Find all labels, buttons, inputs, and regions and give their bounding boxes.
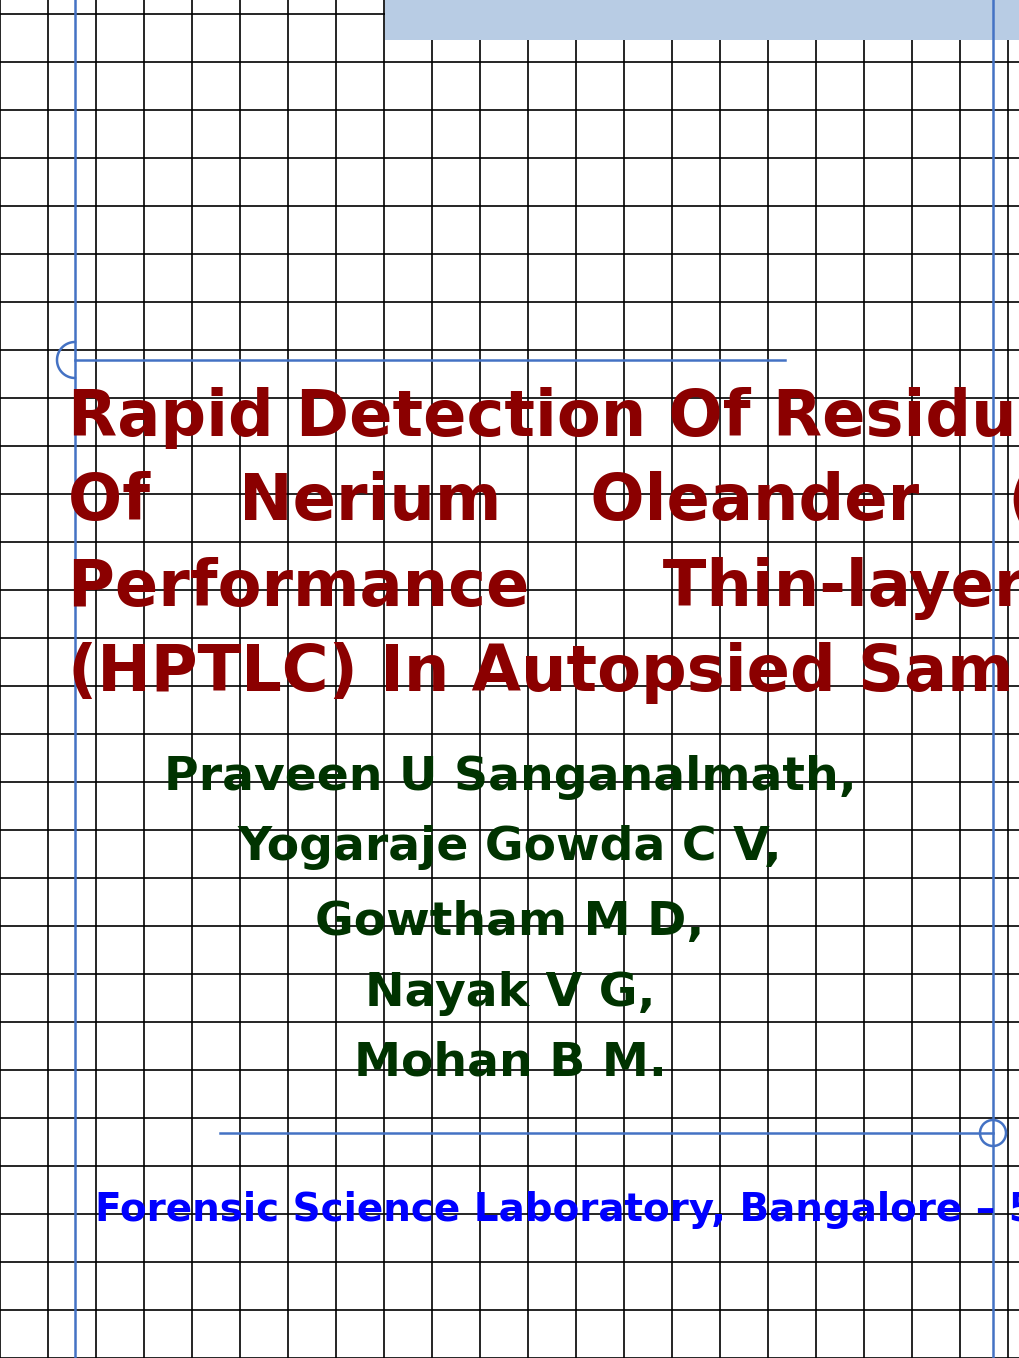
Text: Yogaraje Gowda C V,: Yogaraje Gowda C V, [237,826,782,870]
Text: Forensic Science Laboratory, Bangalore – 560 068, Karnataka. INDIA: Forensic Science Laboratory, Bangalore –… [95,1191,1019,1229]
Bar [384,0,1019,39]
Text: Performance      Thin-layer      Chromatography: Performance Thin-layer Chromatography [68,557,1019,619]
Text: Nayak V G,: Nayak V G, [365,971,654,1016]
Text: Mohan B M.: Mohan B M. [354,1040,665,1085]
Text: Praveen U Sanganalmath,: Praveen U Sanganalmath, [163,755,856,800]
Text: Of    Nerium    Oleander    (Linn.)    By    High-: Of Nerium Oleander (Linn.) By High- [68,471,1019,535]
Text: Gowtham M D,: Gowtham M D, [315,900,704,945]
Text: (HPTLC) In Autopsied Samples.: (HPTLC) In Autopsied Samples. [68,642,1019,703]
Text: Rapid Detection Of Residues Of Cardenolides: Rapid Detection Of Residues Of Cardenoli… [68,387,1019,449]
